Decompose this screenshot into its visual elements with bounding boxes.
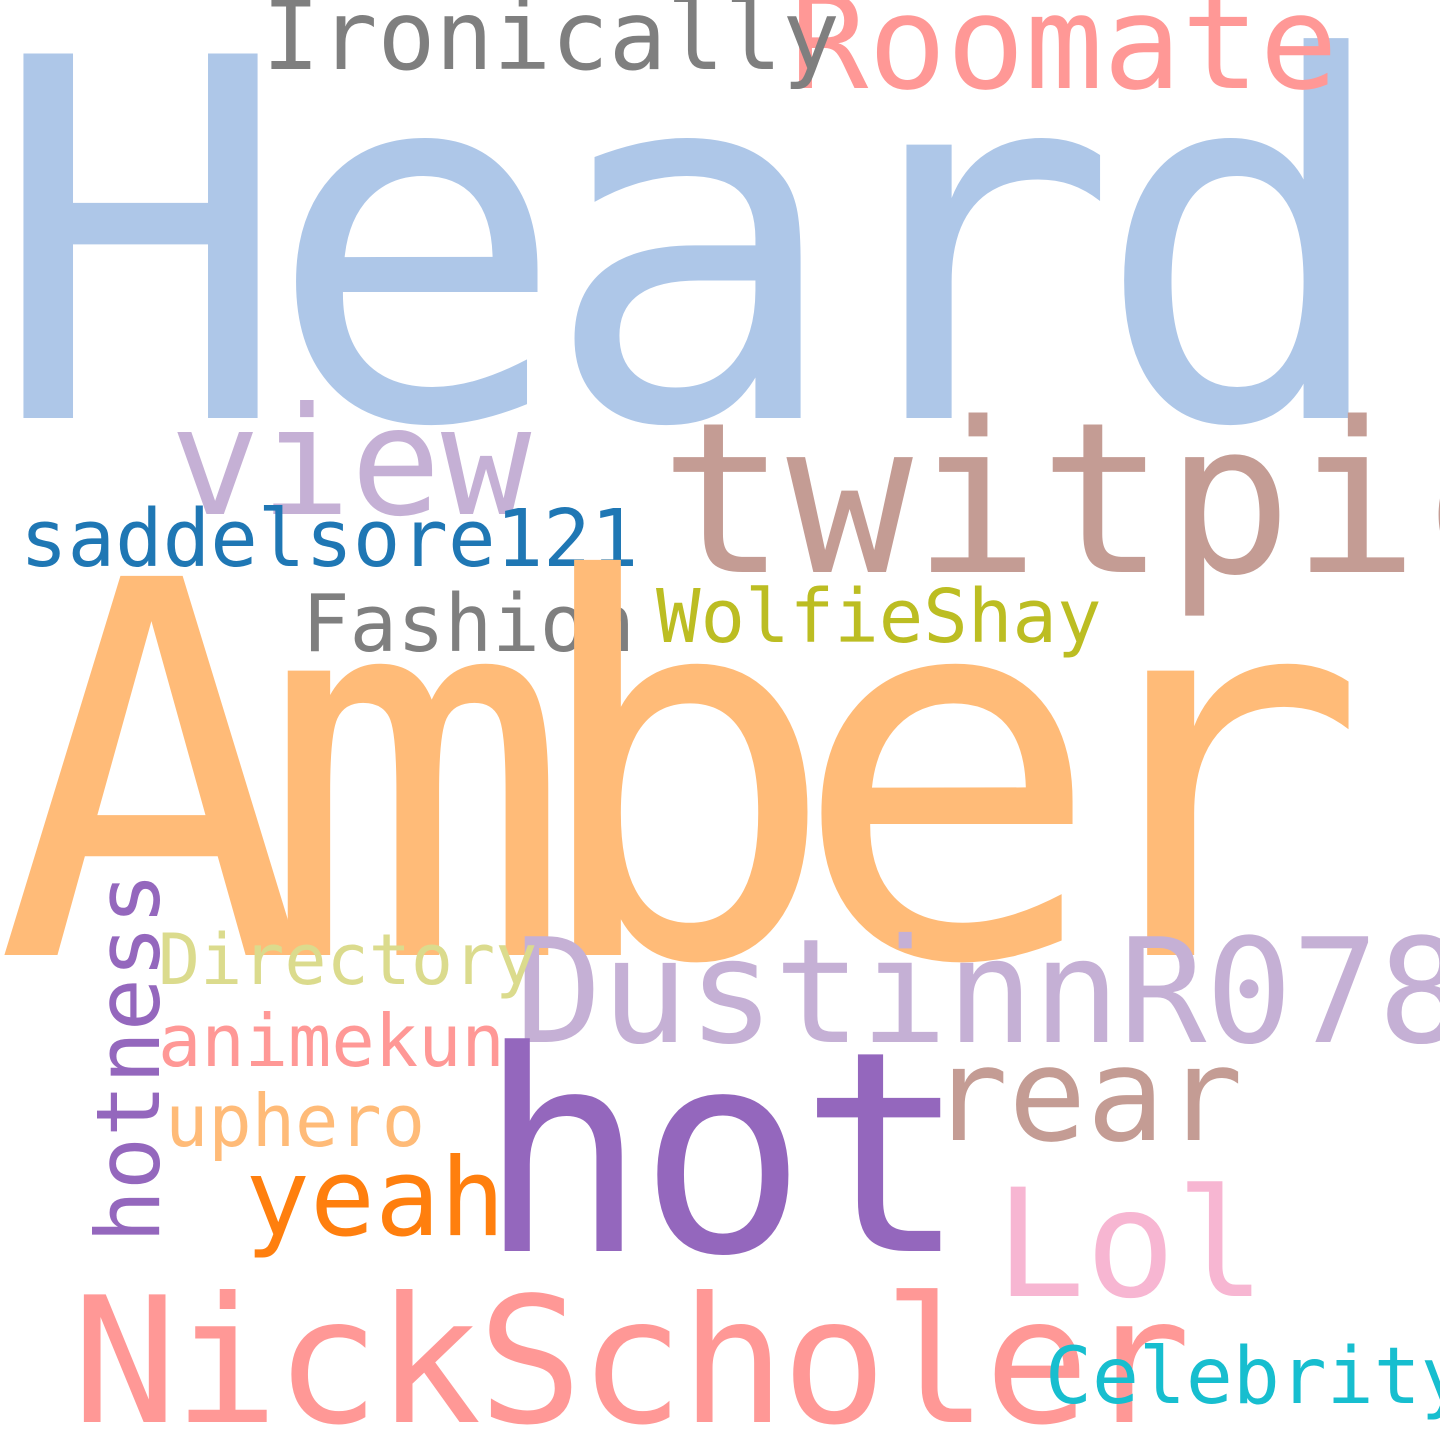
word-animekun: animekun xyxy=(158,999,505,1083)
word-directory: Directory xyxy=(158,919,538,1001)
word-roomate: Roomate xyxy=(790,0,1338,119)
word-amber: Amber xyxy=(0,472,1368,1078)
word-hotness: hotness xyxy=(77,872,180,1243)
word-celebrity: Celebrity xyxy=(1045,1332,1440,1422)
word-fashion: Fashion xyxy=(302,578,635,670)
word-lol: Lol xyxy=(995,1158,1266,1332)
word-view: view xyxy=(170,376,532,550)
word-wolfieshay: WolfieShay xyxy=(656,574,1102,660)
word-yeah: yeah xyxy=(245,1136,506,1261)
word-heard: Heard xyxy=(0,0,1395,536)
word-ironically: Ironically xyxy=(262,0,840,92)
word-nickscholer: NickScholer xyxy=(72,1261,1191,1440)
word-hot: hot xyxy=(478,992,968,1318)
word-hotness-container: hotness xyxy=(77,872,180,1243)
word-saddelsore121: saddelsore121 xyxy=(20,493,639,585)
word-twitpic: twitpic xyxy=(660,377,1440,622)
word-uphero: uphero xyxy=(165,1079,426,1163)
word-dustinnr078: DustinnR078 xyxy=(515,908,1440,1077)
word-rear: rear xyxy=(930,1019,1244,1171)
